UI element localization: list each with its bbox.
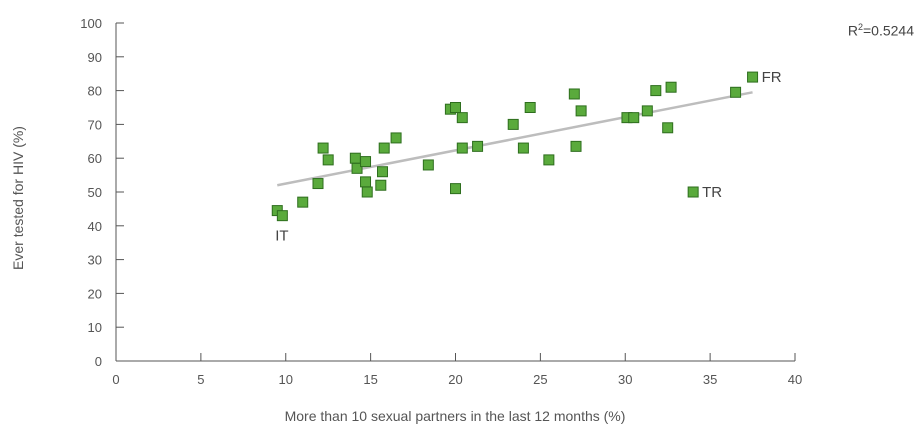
data-point [641, 105, 653, 117]
data-point [662, 122, 674, 134]
data-point [361, 186, 373, 198]
trendline [277, 91, 753, 187]
data-point [730, 86, 742, 98]
data-point [378, 142, 390, 154]
data-point [450, 183, 461, 195]
data-point [543, 154, 555, 166]
y-tick-label: 40 [88, 219, 102, 234]
data-points [271, 71, 759, 222]
data-point [524, 102, 536, 113]
y-tick-label: 20 [88, 286, 102, 301]
data-point [517, 142, 529, 154]
x-tick-label: 20 [448, 372, 462, 387]
data-point [568, 88, 580, 100]
data-point [665, 81, 677, 93]
data-point [349, 152, 361, 164]
data-point [351, 162, 363, 174]
data-point [422, 159, 434, 171]
data-point [570, 140, 582, 152]
data-point [360, 176, 372, 188]
r-squared-prefix: R [847, 22, 858, 39]
y-tick-label: 80 [88, 84, 102, 99]
y-axis-title: Ever tested for HIV (%) [10, 126, 26, 270]
x-tick-label: 0 [112, 372, 119, 387]
data-point [360, 156, 372, 168]
x-tick-label: 15 [363, 372, 377, 387]
x-tick-label: 10 [279, 372, 293, 387]
point-label-it: IT [275, 228, 288, 245]
point-label-tr: TR [702, 184, 722, 201]
x-tick-label: 40 [788, 372, 802, 387]
r-squared-superscript: 2 [857, 22, 863, 32]
data-point [312, 178, 324, 190]
y-tick-label: 0 [95, 354, 102, 369]
data-point [747, 71, 759, 83]
y-tick-label: 50 [88, 185, 102, 200]
point-labels: IT TR FR [275, 69, 781, 245]
data-point [297, 196, 309, 208]
data-point [650, 85, 662, 97]
x-tick-label: 5 [197, 372, 204, 387]
r-squared-label: R2=0.5244 [848, 22, 914, 39]
data-point [456, 142, 468, 154]
y-tick-label: 70 [88, 117, 102, 132]
x-tick-label: 30 [618, 372, 632, 387]
y-tick-label: 100 [80, 16, 102, 31]
data-point [377, 166, 389, 178]
data-point [687, 186, 699, 198]
x-axis-title: More than 10 sexual partners in the last… [285, 408, 626, 424]
data-point [472, 140, 484, 152]
data-point [507, 118, 519, 130]
data-point [450, 102, 461, 113]
data-point [276, 210, 288, 222]
y-tick-label: 30 [88, 253, 102, 268]
point-label-fr: FR [762, 69, 782, 86]
data-point [628, 112, 640, 124]
data-point [317, 142, 329, 154]
y-tick-label: 90 [88, 50, 102, 65]
y-ticks: 0 10 20 30 40 50 60 70 80 90 100 [80, 16, 124, 369]
data-point [575, 105, 587, 117]
y-tick-label: 60 [88, 151, 102, 166]
data-point [390, 132, 402, 144]
y-tick-label: 10 [88, 320, 102, 335]
x-tick-label: 25 [533, 372, 547, 387]
x-ticks: 0 5 10 15 20 25 30 35 40 [112, 353, 802, 387]
r-squared-value: =0.5244 [863, 22, 914, 39]
data-point [322, 154, 334, 166]
x-tick-label: 35 [703, 372, 717, 387]
data-point [375, 179, 387, 191]
data-point [456, 112, 468, 124]
